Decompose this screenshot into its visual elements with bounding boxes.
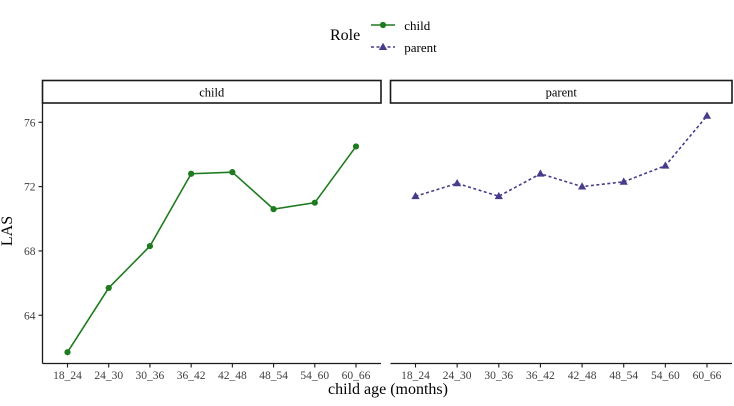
y-tick-label: 64: [24, 310, 36, 322]
facet-panel-parent: parent 18_24 24_30 30_36 36_42 42_48 48_54 54_6…: [389, 79, 733, 382]
data-point-marker: [311, 199, 318, 206]
data-point-marker: [453, 179, 462, 187]
x-tick-label: 24_30: [94, 370, 123, 382]
legend-key-child-icon: [371, 21, 396, 29]
data-point-marker: [577, 182, 587, 190]
x-tick-label: 36_42: [177, 370, 206, 382]
facet-strip: [41, 79, 382, 104]
legend-label-parent: parent: [404, 39, 437, 55]
x-tick-label: 42_48: [218, 370, 247, 382]
legend-label-child: child: [404, 17, 431, 33]
legend-key-parent-marker: [379, 42, 388, 50]
data-point-marker: [188, 170, 195, 177]
data-point-marker: [536, 169, 545, 177]
y-axis-title: LAS: [0, 215, 16, 247]
legend: Role child parent: [330, 14, 437, 58]
data-point-marker: [270, 206, 277, 213]
legend-key-parent-icon: [371, 42, 396, 50]
x-axis-title: child age (months): [328, 381, 448, 398]
facet-strip-label: child: [199, 85, 225, 99]
data-point-marker: [64, 349, 71, 356]
data-point-marker: [146, 243, 154, 250]
facet-strip: [389, 79, 733, 104]
x-tick-label: 18_24: [401, 370, 430, 382]
x-tick-label: 18_24: [53, 370, 82, 382]
x-tick-label: 60_66: [693, 370, 722, 382]
data-point-marker: [411, 191, 420, 200]
series-line-parent: [415, 115, 708, 198]
data-point-marker: [229, 169, 236, 176]
x-tick-label: 30_36: [136, 370, 165, 382]
x-tick-label: 54_60: [300, 370, 329, 382]
legend-item-child: child: [370, 14, 436, 36]
x-tick-label: 48_54: [259, 370, 288, 382]
facet-strip-label: parent: [546, 85, 578, 99]
x-tick-label: 30_36: [484, 370, 513, 382]
facet-panel-child: child 18_24 24_30 30_36 36_42 42_48 48_54 54_60…: [24, 79, 382, 382]
y-tick-label: 68: [24, 246, 36, 258]
data-point-marker: [702, 111, 712, 119]
series-line-child: [66, 145, 357, 353]
data-point-marker: [494, 191, 503, 200]
legend-item-parent: parent: [370, 36, 437, 58]
data-point-marker: [661, 161, 670, 169]
legend-items: child parent: [370, 14, 437, 58]
y-tick-label: 76: [24, 117, 36, 129]
x-tick-label: 48_54: [609, 370, 638, 382]
y-tick-label: 72: [24, 182, 36, 194]
legend-key-child-marker: [380, 21, 387, 29]
x-tick-label: 54_60: [651, 370, 680, 382]
data-point-marker: [352, 143, 360, 150]
x-tick-label: 60_66: [342, 370, 371, 382]
data-point-marker: [619, 177, 628, 185]
x-tick-label: 36_42: [526, 370, 555, 382]
x-tick-label: 42_48: [568, 370, 597, 382]
x-tick-label: 24_30: [443, 370, 472, 382]
data-point-marker: [105, 284, 112, 292]
legend-title: Role: [330, 27, 361, 44]
